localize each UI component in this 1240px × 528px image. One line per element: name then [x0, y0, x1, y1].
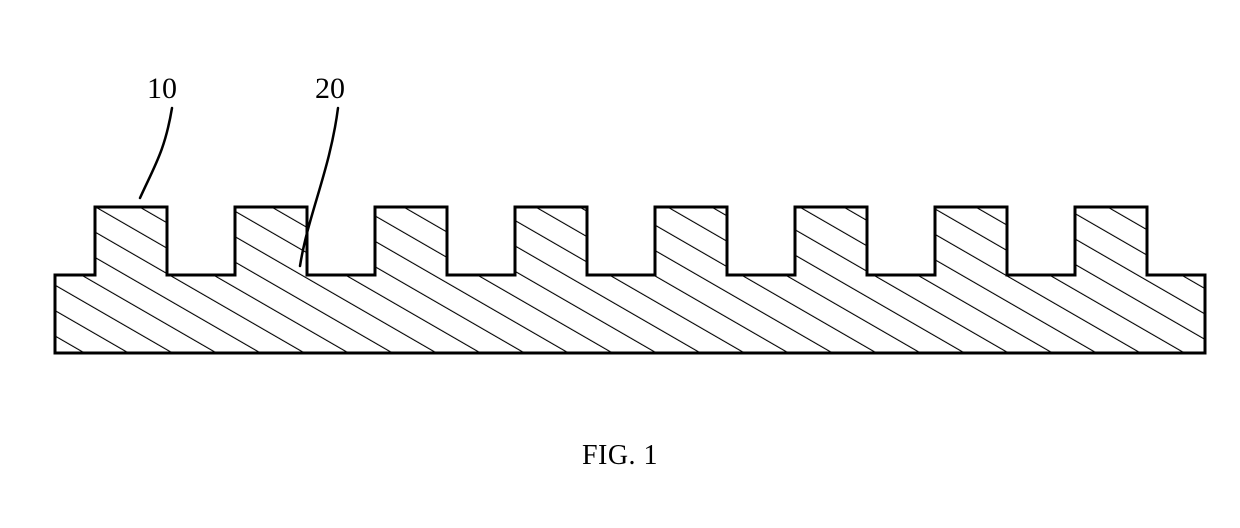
figure-stage: 10 20 FIG. 1	[0, 0, 1240, 523]
callout-label-20: 20	[315, 72, 345, 105]
callout-leader-10	[140, 108, 172, 198]
callout-label-10: 10	[147, 72, 177, 105]
callout-leader-20	[300, 108, 338, 266]
figure-caption: FIG. 1	[0, 440, 1240, 472]
comb-shape	[55, 207, 1205, 353]
